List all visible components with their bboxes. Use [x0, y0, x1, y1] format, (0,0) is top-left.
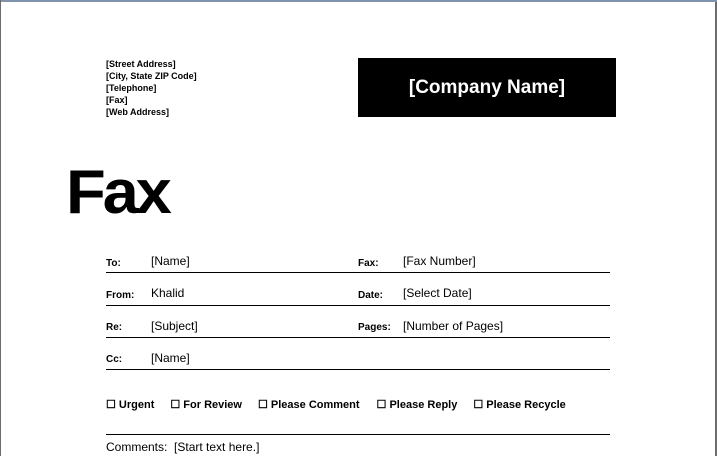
date-field[interactable]: [Select Date] — [403, 286, 472, 300]
page-title: Fax — [66, 158, 172, 227]
window-right-border — [715, 2, 717, 456]
web-address[interactable]: [Web Address] — [106, 107, 170, 117]
divider — [106, 337, 610, 338]
divider — [106, 369, 610, 370]
divider — [106, 434, 610, 435]
window-left-border — [0, 0, 1, 456]
company-name[interactable]: [Company Name] — [358, 58, 616, 117]
from-label: From: — [106, 290, 135, 301]
window-top-border — [0, 0, 717, 2]
checkbox-for-review[interactable]: ☐ For Review — [170, 399, 242, 411]
divider — [106, 272, 610, 273]
comments-field[interactable]: [Start text here.] — [174, 440, 260, 454]
subject-field[interactable]: [Subject] — [151, 319, 198, 333]
checkbox-please-recycle[interactable]: ☐ Please Recycle — [473, 399, 566, 411]
sender-fax[interactable]: [Fax] — [106, 95, 128, 105]
divider — [106, 305, 610, 306]
cc-field[interactable]: [Name] — [151, 351, 190, 365]
telephone[interactable]: [Telephone] — [106, 83, 157, 93]
pages-field[interactable]: [Number of Pages] — [403, 319, 504, 333]
fax-label: Fax: — [358, 258, 379, 269]
to-field[interactable]: [Name] — [151, 254, 190, 268]
checkbox-urgent[interactable]: ☐ Urgent — [106, 399, 155, 411]
from-field[interactable]: Khalid — [151, 286, 185, 300]
cc-label: Cc: — [106, 354, 123, 365]
re-label: Re: — [106, 322, 123, 333]
comments-label: Comments: — [106, 440, 168, 454]
street-address[interactable]: [Street Address] — [106, 59, 176, 69]
to-label: To: — [106, 258, 121, 269]
sender-address: [Street Address] [City, State ZIP Code] … — [106, 58, 197, 118]
pages-label: Pages: — [358, 322, 391, 333]
comments: Comments: [Start text here.] — [106, 440, 259, 454]
date-label: Date: — [358, 290, 384, 301]
fax-number-field[interactable]: [Fax Number] — [403, 254, 476, 268]
checkbox-please-comment[interactable]: ☐ Please Comment — [257, 399, 360, 411]
checkbox-please-reply[interactable]: ☐ Please Reply — [376, 399, 458, 411]
city-state-zip[interactable]: [City, State ZIP Code] — [106, 71, 197, 81]
checkbox-row: ☐ Urgent ☐ For Review ☐ Please Comment ☐… — [106, 398, 566, 411]
